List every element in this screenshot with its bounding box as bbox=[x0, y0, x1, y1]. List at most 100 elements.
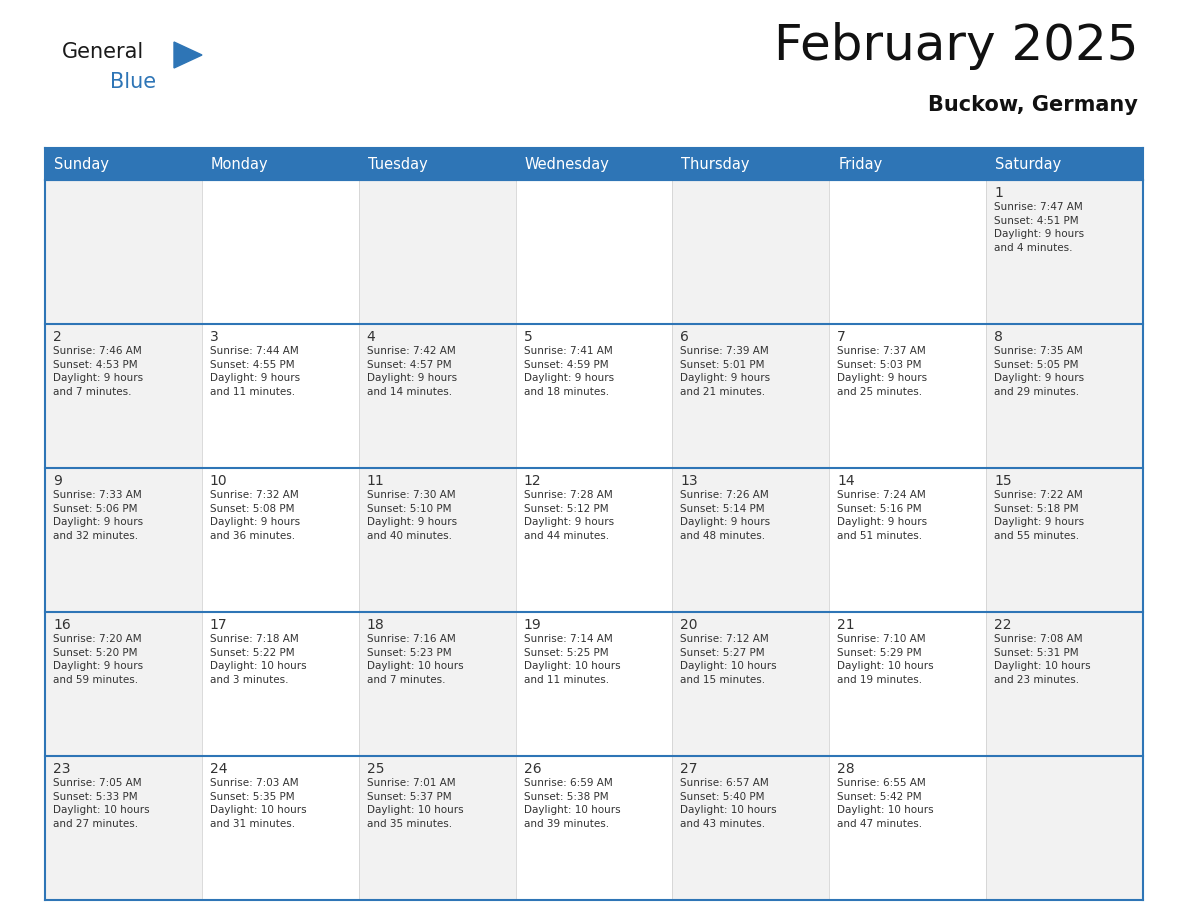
Bar bbox=[45, 324, 202, 468]
Text: Sunrise: 7:46 AM
Sunset: 4:53 PM
Daylight: 9 hours
and 7 minutes.: Sunrise: 7:46 AM Sunset: 4:53 PM Dayligh… bbox=[53, 346, 143, 397]
Text: Friday: Friday bbox=[839, 156, 883, 172]
Text: Sunrise: 7:14 AM
Sunset: 5:25 PM
Daylight: 10 hours
and 11 minutes.: Sunrise: 7:14 AM Sunset: 5:25 PM Dayligh… bbox=[524, 634, 620, 685]
Bar bbox=[829, 756, 986, 900]
Text: Sunrise: 6:55 AM
Sunset: 5:42 PM
Daylight: 10 hours
and 47 minutes.: Sunrise: 6:55 AM Sunset: 5:42 PM Dayligh… bbox=[838, 778, 934, 829]
Text: Monday: Monday bbox=[210, 156, 268, 172]
Text: 28: 28 bbox=[838, 762, 855, 776]
Bar bbox=[202, 756, 359, 900]
Text: Sunrise: 7:44 AM
Sunset: 4:55 PM
Daylight: 9 hours
and 11 minutes.: Sunrise: 7:44 AM Sunset: 4:55 PM Dayligh… bbox=[210, 346, 301, 397]
Bar bbox=[516, 468, 672, 612]
Text: 25: 25 bbox=[367, 762, 384, 776]
Bar bbox=[45, 756, 202, 900]
Bar bbox=[672, 148, 829, 180]
Text: Sunrise: 7:32 AM
Sunset: 5:08 PM
Daylight: 9 hours
and 36 minutes.: Sunrise: 7:32 AM Sunset: 5:08 PM Dayligh… bbox=[210, 490, 301, 541]
Text: Sunrise: 7:08 AM
Sunset: 5:31 PM
Daylight: 10 hours
and 23 minutes.: Sunrise: 7:08 AM Sunset: 5:31 PM Dayligh… bbox=[994, 634, 1091, 685]
Text: 21: 21 bbox=[838, 618, 855, 632]
Text: Sunrise: 7:41 AM
Sunset: 4:59 PM
Daylight: 9 hours
and 18 minutes.: Sunrise: 7:41 AM Sunset: 4:59 PM Dayligh… bbox=[524, 346, 614, 397]
Bar bbox=[202, 612, 359, 756]
Text: 2: 2 bbox=[53, 330, 62, 344]
Text: 23: 23 bbox=[53, 762, 70, 776]
Bar bbox=[986, 468, 1143, 612]
Text: 19: 19 bbox=[524, 618, 542, 632]
Text: Sunrise: 6:59 AM
Sunset: 5:38 PM
Daylight: 10 hours
and 39 minutes.: Sunrise: 6:59 AM Sunset: 5:38 PM Dayligh… bbox=[524, 778, 620, 829]
Bar bbox=[45, 612, 202, 756]
Bar bbox=[359, 468, 516, 612]
Text: Sunrise: 7:12 AM
Sunset: 5:27 PM
Daylight: 10 hours
and 15 minutes.: Sunrise: 7:12 AM Sunset: 5:27 PM Dayligh… bbox=[681, 634, 777, 685]
Bar bbox=[986, 612, 1143, 756]
Text: Saturday: Saturday bbox=[996, 156, 1061, 172]
Text: General: General bbox=[62, 42, 144, 62]
Text: Sunrise: 7:35 AM
Sunset: 5:05 PM
Daylight: 9 hours
and 29 minutes.: Sunrise: 7:35 AM Sunset: 5:05 PM Dayligh… bbox=[994, 346, 1085, 397]
Bar bbox=[672, 468, 829, 612]
Bar bbox=[986, 324, 1143, 468]
Polygon shape bbox=[173, 42, 202, 68]
Text: 15: 15 bbox=[994, 474, 1012, 488]
Bar bbox=[829, 180, 986, 324]
Text: 17: 17 bbox=[210, 618, 227, 632]
Bar bbox=[829, 468, 986, 612]
Text: 6: 6 bbox=[681, 330, 689, 344]
Text: Sunrise: 7:28 AM
Sunset: 5:12 PM
Daylight: 9 hours
and 44 minutes.: Sunrise: 7:28 AM Sunset: 5:12 PM Dayligh… bbox=[524, 490, 614, 541]
Text: Sunrise: 7:30 AM
Sunset: 5:10 PM
Daylight: 9 hours
and 40 minutes.: Sunrise: 7:30 AM Sunset: 5:10 PM Dayligh… bbox=[367, 490, 457, 541]
Text: Sunrise: 6:57 AM
Sunset: 5:40 PM
Daylight: 10 hours
and 43 minutes.: Sunrise: 6:57 AM Sunset: 5:40 PM Dayligh… bbox=[681, 778, 777, 829]
Text: Sunrise: 7:37 AM
Sunset: 5:03 PM
Daylight: 9 hours
and 25 minutes.: Sunrise: 7:37 AM Sunset: 5:03 PM Dayligh… bbox=[838, 346, 928, 397]
Bar bbox=[672, 180, 829, 324]
Bar bbox=[672, 756, 829, 900]
Bar bbox=[202, 324, 359, 468]
Text: Sunrise: 7:42 AM
Sunset: 4:57 PM
Daylight: 9 hours
and 14 minutes.: Sunrise: 7:42 AM Sunset: 4:57 PM Dayligh… bbox=[367, 346, 457, 397]
Bar bbox=[986, 180, 1143, 324]
Text: 10: 10 bbox=[210, 474, 227, 488]
Text: Sunrise: 7:26 AM
Sunset: 5:14 PM
Daylight: 9 hours
and 48 minutes.: Sunrise: 7:26 AM Sunset: 5:14 PM Dayligh… bbox=[681, 490, 771, 541]
Bar bbox=[45, 148, 202, 180]
Text: Sunrise: 7:16 AM
Sunset: 5:23 PM
Daylight: 10 hours
and 7 minutes.: Sunrise: 7:16 AM Sunset: 5:23 PM Dayligh… bbox=[367, 634, 463, 685]
Bar bbox=[359, 756, 516, 900]
Bar bbox=[202, 180, 359, 324]
Text: Sunrise: 7:39 AM
Sunset: 5:01 PM
Daylight: 9 hours
and 21 minutes.: Sunrise: 7:39 AM Sunset: 5:01 PM Dayligh… bbox=[681, 346, 771, 397]
Bar bbox=[986, 148, 1143, 180]
Text: Sunrise: 7:03 AM
Sunset: 5:35 PM
Daylight: 10 hours
and 31 minutes.: Sunrise: 7:03 AM Sunset: 5:35 PM Dayligh… bbox=[210, 778, 307, 829]
Bar bbox=[359, 148, 516, 180]
Text: 27: 27 bbox=[681, 762, 697, 776]
Text: 9: 9 bbox=[53, 474, 62, 488]
Text: Sunrise: 7:33 AM
Sunset: 5:06 PM
Daylight: 9 hours
and 32 minutes.: Sunrise: 7:33 AM Sunset: 5:06 PM Dayligh… bbox=[53, 490, 143, 541]
Text: 13: 13 bbox=[681, 474, 699, 488]
Bar bbox=[359, 324, 516, 468]
Text: Blue: Blue bbox=[110, 72, 156, 92]
Text: Sunrise: 7:05 AM
Sunset: 5:33 PM
Daylight: 10 hours
and 27 minutes.: Sunrise: 7:05 AM Sunset: 5:33 PM Dayligh… bbox=[53, 778, 150, 829]
Bar bbox=[829, 324, 986, 468]
Text: Sunrise: 7:24 AM
Sunset: 5:16 PM
Daylight: 9 hours
and 51 minutes.: Sunrise: 7:24 AM Sunset: 5:16 PM Dayligh… bbox=[838, 490, 928, 541]
Bar bbox=[516, 148, 672, 180]
Bar bbox=[829, 148, 986, 180]
Bar bbox=[516, 612, 672, 756]
Text: 26: 26 bbox=[524, 762, 542, 776]
Bar bbox=[359, 612, 516, 756]
Bar bbox=[45, 468, 202, 612]
Bar bbox=[672, 324, 829, 468]
Text: 14: 14 bbox=[838, 474, 855, 488]
Text: 11: 11 bbox=[367, 474, 385, 488]
Text: 4: 4 bbox=[367, 330, 375, 344]
Text: Sunrise: 7:47 AM
Sunset: 4:51 PM
Daylight: 9 hours
and 4 minutes.: Sunrise: 7:47 AM Sunset: 4:51 PM Dayligh… bbox=[994, 202, 1085, 252]
Text: 22: 22 bbox=[994, 618, 1012, 632]
Text: February 2025: February 2025 bbox=[773, 22, 1138, 70]
Text: Wednesday: Wednesday bbox=[525, 156, 609, 172]
Text: Thursday: Thursday bbox=[682, 156, 750, 172]
Bar bbox=[45, 180, 202, 324]
Bar bbox=[202, 148, 359, 180]
Text: 16: 16 bbox=[53, 618, 71, 632]
Text: Buckow, Germany: Buckow, Germany bbox=[928, 95, 1138, 115]
Bar bbox=[829, 612, 986, 756]
Text: Sunrise: 7:20 AM
Sunset: 5:20 PM
Daylight: 9 hours
and 59 minutes.: Sunrise: 7:20 AM Sunset: 5:20 PM Dayligh… bbox=[53, 634, 143, 685]
Text: 24: 24 bbox=[210, 762, 227, 776]
Bar bbox=[516, 324, 672, 468]
Bar bbox=[516, 756, 672, 900]
Text: Sunrise: 7:22 AM
Sunset: 5:18 PM
Daylight: 9 hours
and 55 minutes.: Sunrise: 7:22 AM Sunset: 5:18 PM Dayligh… bbox=[994, 490, 1085, 541]
Bar bbox=[516, 180, 672, 324]
Text: 5: 5 bbox=[524, 330, 532, 344]
Text: Sunday: Sunday bbox=[53, 156, 109, 172]
Text: 1: 1 bbox=[994, 186, 1003, 200]
Bar bbox=[986, 756, 1143, 900]
Text: 20: 20 bbox=[681, 618, 697, 632]
Text: Sunrise: 7:18 AM
Sunset: 5:22 PM
Daylight: 10 hours
and 3 minutes.: Sunrise: 7:18 AM Sunset: 5:22 PM Dayligh… bbox=[210, 634, 307, 685]
Text: 8: 8 bbox=[994, 330, 1003, 344]
